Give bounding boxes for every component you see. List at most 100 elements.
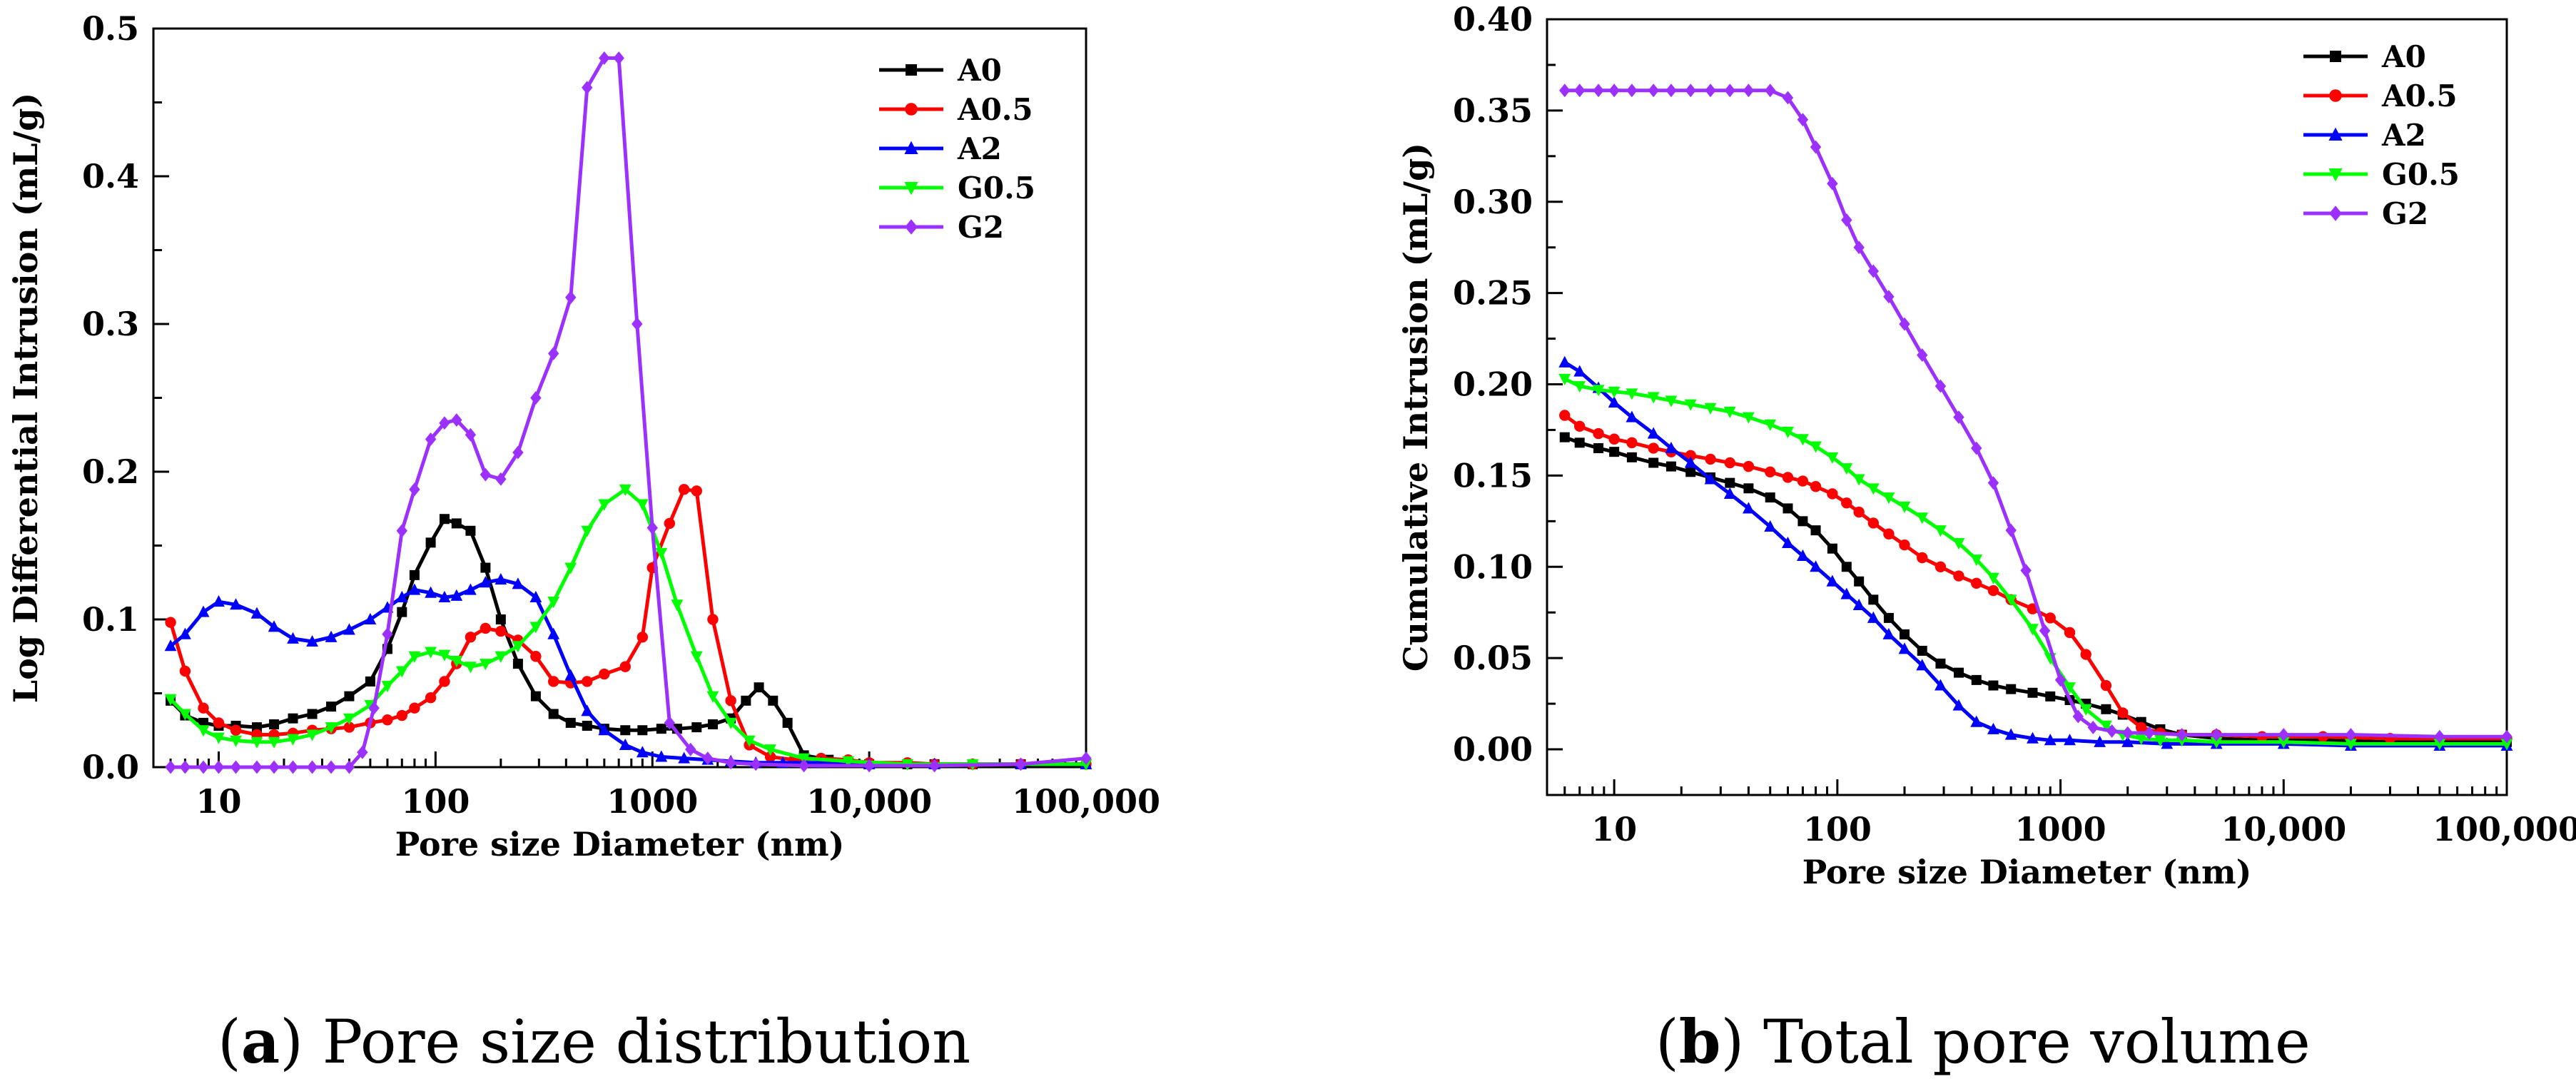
panel-b-point-G2 [2087,720,2099,734]
panel-b-point-A0.5 [1841,497,1852,509]
panel-b-point-G0.5 [1934,525,1947,537]
panel-a-legend-marker-A0 [906,64,917,76]
panel-a-point-G2 [213,760,225,774]
panel-b-point-G0.5 [1704,402,1717,415]
panel-a-point-A0 [565,717,576,728]
panel-a-ytick-label: 0.1 [82,600,139,639]
panel-b-point-A2 [1743,502,1755,514]
panel-b-point-G2 [1883,290,1895,304]
panel-b-point-A0.5 [1867,517,1880,529]
panel-a-xtick-label: 10 [196,782,241,821]
panel-b-point-G0.5 [2079,704,2092,716]
panel-a-point-A2 [464,583,477,595]
panel-a-point-A2 [636,746,649,758]
panel-b-point-G0.5 [1573,381,1586,393]
panel-a-point-A0 [409,569,420,580]
panel-a-point-G0.5 [408,651,421,663]
panel-b-point-A2 [1665,441,1678,454]
panel-b-point-G2 [1608,83,1620,98]
panel-a-point-G0.5 [343,713,355,725]
panel-a-point-G0.5 [450,655,463,668]
panel-a-point-A0 [269,719,280,729]
panel-a-point-A0 [451,518,462,529]
panel-a-point-A0 [741,695,751,706]
panel-b-point-G0.5 [1970,554,1983,567]
panel-b-point-A0 [1854,576,1865,587]
panel-b-point-A0 [1935,658,1946,669]
panel-b-point-G2 [2345,728,2357,742]
panel-b-legend-label-G0.5: G0.5 [2382,157,2460,192]
panel-a-point-G2 [439,416,450,430]
panel-b-point-G0.5 [2210,736,2223,749]
panel-b-point-A0.5 [1899,539,1910,551]
panel-b-xlabel: Pore size Diameter (nm) [1802,853,2252,891]
panel-b-point-G2 [1953,410,1964,425]
panel-b-point-G2 [1626,83,1638,98]
panel-b-point-A0.5 [1626,437,1638,449]
panel-b-point-G2 [1827,176,1838,191]
panel-b-point-A2 [1684,456,1697,468]
panel-b-point-G0.5 [1764,419,1777,431]
panel-b-point-A0 [2006,684,2017,694]
panel-a-point-A0 [480,562,491,573]
panel-a-point-G0.5 [250,736,263,749]
panel-b-legend-marker-A0.5 [2329,89,2342,102]
panel-a-point-A0.5 [439,676,450,687]
panel-a-point-A0 [495,614,506,624]
panel-a-ytick-label: 0.5 [82,9,139,48]
panel-a-point-A0 [707,719,718,729]
panel-a-point-G2 [664,716,676,730]
panel-b-point-G2 [2005,523,2017,537]
panel-b-point-A0 [1988,680,1999,691]
panel-a-point-A2 [364,612,377,624]
panel-b-point-A0.5 [1953,570,1964,582]
panel-b-point-A2 [1647,427,1660,439]
panel-b-point-A0 [1783,503,1793,514]
panel-b-point-G2 [2434,729,2445,744]
panel-a-point-G0.5 [268,736,280,749]
panel-b-point-G2 [1648,83,1659,98]
panel-b-point-G2 [1917,348,1928,363]
panel-a-point-A2 [164,639,177,652]
panel-a-point-A2 [306,634,318,647]
panel-a-point-A2 [179,627,191,639]
panel-a-point-G0.5 [636,499,649,511]
panel-b-point-G2 [1765,83,1776,98]
panel-a-point-A0.5 [764,751,776,763]
panel-a-point-G2 [725,756,736,770]
panel-a-point-A0 [620,725,631,736]
panel-a-point-A2 [425,586,437,598]
panel-a-point-G0.5 [213,732,225,744]
panel-b-point-A0 [1593,443,1604,454]
panel-b-point-G2 [2072,709,2084,724]
panel-a-xtick-label: 100,000 [1012,782,1160,821]
panel-b-ytick-label: 0.25 [1453,274,1533,313]
panel-a-point-G2 [599,51,610,65]
panel-b-point-A0 [2101,704,2111,714]
panel-b-point-A2 [1970,715,1983,727]
panel-b-ytick-label: 0.20 [1453,365,1533,404]
panel-b-legend: A0 A0.5 A2 G0.5 G2 [2303,39,2460,231]
caption-b: (b) Total pore volume [1655,1006,2311,1077]
panel-b-point-G2 [1705,83,1716,98]
panel-a-point-G2 [495,472,507,486]
panel-a-point-G2 [565,290,577,305]
panel-b-point-A0 [1953,667,1964,678]
panel-b-point-A0.5 [1593,427,1604,440]
panel-a-point-A2 [581,704,594,716]
panel-a-point-A2 [598,724,611,736]
panel-b-point-G0.5 [1743,412,1755,424]
panel-a-point-A2 [564,669,577,681]
panel-a-ytick-label: 0.0 [82,748,139,786]
panel-b-ytick-label: 0.05 [1453,639,1533,677]
panel-b-legend-label-A2: A2 [2381,118,2426,153]
panel-b-point-G0.5 [2064,682,2076,694]
panel-a-point-G2 [582,81,593,95]
panel-a-point-G2 [343,760,355,774]
panel-b-point-A0.5 [1765,466,1776,477]
panel-a-point-A0 [425,537,436,548]
panel-a-point-A2 [395,590,408,602]
panel-b-point-G2 [2144,726,2155,740]
panel-a-point-G0.5 [164,694,177,706]
